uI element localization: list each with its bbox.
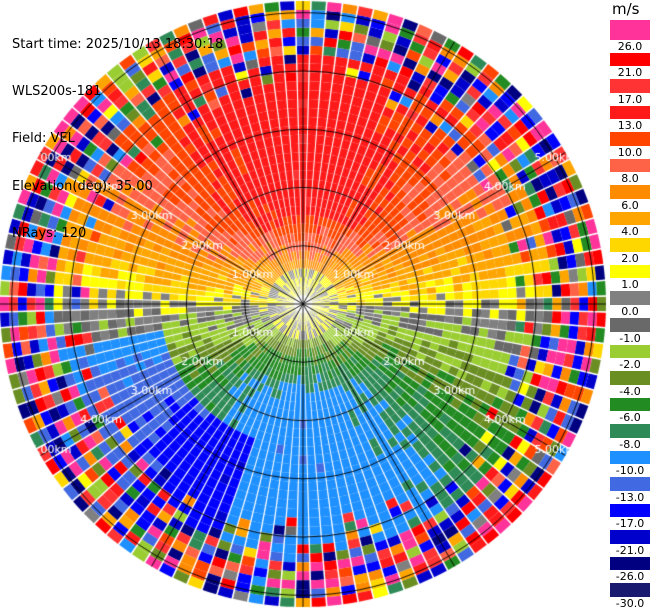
colorbar-label: -6.0	[610, 411, 650, 425]
ppi-plot	[0, 0, 610, 610]
colorbar-label: -30.0	[610, 596, 650, 610]
colorbar-label: 2.0	[610, 251, 650, 265]
colorbar-label: 21.0	[610, 66, 650, 80]
colorbar: 26.0 21.0 17.0 13.0 10.0 8.0 6.0 4.0 2.0 1.0 0.0 -1…	[610, 20, 650, 610]
colorbar-label: -26.0	[610, 570, 650, 584]
colorbar-title: m/s	[612, 0, 640, 18]
nrays: NRays: 120	[12, 226, 87, 242]
colorbar-label: -8.0	[610, 437, 650, 451]
colorbar-label: 4.0	[610, 225, 650, 239]
colorbar-label: 8.0	[610, 172, 650, 186]
instrument-name: WLS200s-181	[12, 83, 102, 99]
colorbar-label: -2.0	[610, 358, 650, 372]
field-name: Field: VEL	[12, 131, 75, 147]
colorbar-label: 6.0	[610, 198, 650, 212]
colorbar-label: 10.0	[610, 145, 650, 159]
elevation: Elevation(deg): 35.00	[12, 178, 153, 194]
colorbar-label: 17.0	[610, 92, 650, 106]
colorbar-level-0: 26.0	[610, 20, 650, 53]
colorbar-label: 1.0	[610, 278, 650, 292]
colorbar-level-11: -1.0	[610, 312, 650, 345]
colorbar-level-3: 13.0	[610, 99, 650, 133]
colorbar-label: -4.0	[610, 384, 650, 398]
colorbar-label: -13.0	[610, 490, 650, 504]
colorbar-label: 26.0	[610, 39, 650, 53]
colorbar-level-2: 17.0	[610, 73, 650, 106]
colorbar-label: -21.0	[610, 543, 650, 557]
colorbar-label: 13.0	[610, 119, 650, 133]
colorbar-label: -1.0	[610, 331, 650, 345]
header-info: Start time: 2025/10/13 18:30:18 WLS200s-…	[12, 5, 223, 258]
colorbar-label: -10.0	[610, 464, 650, 478]
colorbar-label: -17.0	[610, 517, 650, 531]
colorbar-label: 0.0	[610, 304, 650, 318]
start-time: Start time: 2025/10/13 18:30:18	[12, 36, 224, 52]
